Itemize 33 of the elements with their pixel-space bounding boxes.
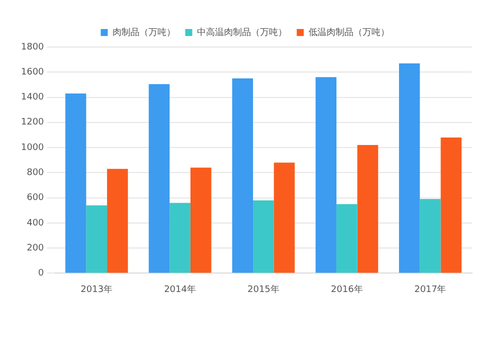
x-tick-label: 2014年 [164, 284, 196, 295]
legend-label: 低温肉制品（万吨） [308, 26, 390, 38]
bar [86, 205, 108, 273]
bar [274, 162, 295, 273]
x-tick-label: 2013年 [80, 284, 113, 295]
bar [357, 145, 378, 273]
bar [65, 93, 86, 273]
legend-label: 中高温肉制品（万吨） [196, 26, 287, 38]
bar [170, 202, 190, 273]
y-tick-label: 200 [26, 243, 44, 254]
bar [232, 78, 254, 273]
y-tick-label: 1600 [21, 67, 44, 78]
y-tick-label: 400 [26, 218, 44, 228]
bar [399, 63, 420, 273]
x-tick-label: 2017年 [414, 284, 446, 295]
y-tick-label: 1400 [21, 92, 44, 103]
bar [107, 168, 128, 273]
bar [148, 84, 170, 273]
y-tick-label: 1200 [21, 118, 44, 128]
y-tick-label: 600 [26, 193, 44, 204]
y-tick-label: 1800 [21, 42, 44, 52]
bar [420, 199, 441, 273]
bar [253, 200, 274, 273]
y-tick-label: 800 [26, 168, 44, 178]
legend-label: 肉制品（万吨） [112, 26, 176, 38]
x-tick-label: 2016年 [330, 284, 363, 295]
y-tick-label: 1000 [21, 142, 44, 153]
bar [440, 137, 462, 273]
bar [316, 77, 336, 273]
bar [190, 168, 212, 273]
y-tick-label: 0 [38, 268, 44, 279]
bar [336, 204, 358, 273]
x-tick-label: 2015年 [248, 284, 280, 295]
